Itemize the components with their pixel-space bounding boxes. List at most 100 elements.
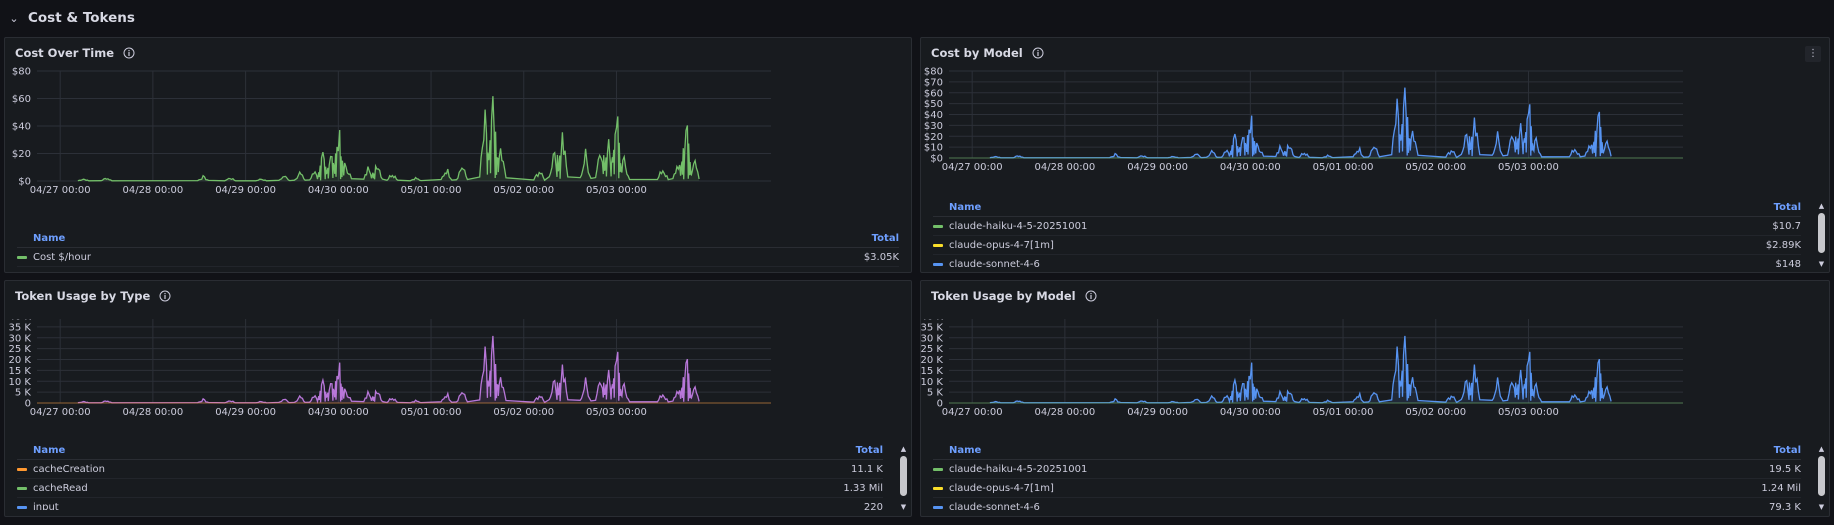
y-tick-label: $20 (12, 149, 31, 160)
legend-item[interactable]: claude-opus-4-7[1m] 1.24 Mil (933, 479, 1801, 498)
y-tick-label: $50 (924, 99, 943, 110)
legend: Name Total claude-haiku-4-5-20251001 19.5… (933, 443, 1801, 510)
chart-cost-over-time[interactable]: $0 $20 $40 $60 $80 04/27 00:00 04/28 00:00 04/2… (5, 38, 912, 238)
legend-scrollbar[interactable]: ▲ ▼ (1817, 202, 1826, 268)
legend-header-total[interactable]: Total (855, 445, 883, 456)
scroll-down-icon[interactable]: ▼ (1818, 260, 1825, 268)
panel-title: Cost by Model (931, 46, 1044, 60)
chart-token-usage-by-type[interactable]: 05 K10 K15 K20 K25 K30 K35 K40 K 04/27 00… (5, 319, 912, 489)
row-header-cost-tokens[interactable]: ⌄ Cost & Tokens (8, 6, 135, 30)
legend-swatch (17, 486, 27, 490)
legend-header-name[interactable]: Name (33, 445, 66, 456)
series-line[interactable] (77, 96, 700, 182)
legend-item-label: Cost $/hour (33, 251, 92, 263)
scroll-up-icon[interactable]: ▲ (1818, 445, 1825, 453)
x-tick-label: 05/01 00:00 (401, 407, 462, 418)
y-tick-label: $60 (12, 94, 31, 105)
x-tick-label: 05/03 00:00 (586, 185, 647, 196)
legend-item-label: claude-sonnet-4-6 (949, 258, 1040, 268)
legend-item-name: cacheCreation (17, 464, 105, 475)
legend-item[interactable]: cacheRead 1.33 Mil (17, 479, 883, 498)
y-tick-label: $60 (924, 88, 943, 99)
panel-cost-over-time[interactable]: Cost Over Time $0 $20 $40 $60 $80 04/27 00:00… (4, 37, 912, 273)
panel-menu-icon[interactable]: ⋮ (1805, 46, 1821, 62)
info-icon[interactable] (1085, 290, 1097, 302)
legend-header-total[interactable]: Total (1773, 202, 1801, 213)
legend-item-name: claude-haiku-4-5-20251001 (933, 464, 1087, 475)
legend-item-name: claude-haiku-4-5-20251001 (933, 221, 1087, 232)
legend-item-label: claude-sonnet-4-6 (949, 501, 1040, 511)
scrollbar-thumb[interactable] (1818, 456, 1825, 496)
x-tick-label: 05/02 00:00 (1405, 407, 1466, 418)
legend-item[interactable]: input 220 (17, 498, 883, 510)
legend-item[interactable]: claude-sonnet-4-6 $148 (933, 255, 1801, 267)
chart-token-usage-by-model[interactable]: 05 K10 K15 K20 K25 K30 K35 K40 K 04/27 00… (921, 319, 1830, 489)
x-tick-label: 05/01 00:00 (1313, 162, 1374, 173)
info-icon[interactable] (159, 290, 171, 302)
y-tick-label: $10 (924, 143, 943, 154)
series-line[interactable] (989, 87, 1612, 159)
x-tick-label: 04/30 00:00 (1220, 162, 1281, 173)
legend-header-name[interactable]: Name (949, 202, 982, 213)
info-icon[interactable] (1032, 47, 1044, 59)
legend-item[interactable]: Cost $/hour $3.05K (17, 248, 899, 267)
legend-item[interactable]: claude-sonnet-4-6 79.3 K (933, 498, 1801, 510)
legend-swatch (17, 255, 27, 259)
legend-swatch (933, 505, 943, 509)
legend-header-total[interactable]: Total (871, 233, 899, 244)
scrollbar-thumb[interactable] (1818, 213, 1825, 253)
series-line[interactable] (77, 335, 700, 405)
y-tick-label: 15 K (921, 366, 943, 377)
scroll-down-icon[interactable]: ▼ (900, 503, 907, 511)
y-tick-label: $40 (12, 122, 31, 133)
legend-item[interactable]: claude-haiku-4-5-20251001 19.5 K (933, 460, 1801, 479)
legend-item-label: cacheRead (33, 482, 88, 494)
scrollbar-thumb[interactable] (900, 456, 907, 496)
legend-item-total: $10.7 (1772, 220, 1801, 232)
x-tick-label: 05/03 00:00 (1498, 162, 1559, 173)
legend-item-total: 1.33 Mil (843, 482, 883, 494)
legend-item-name: cacheRead (17, 483, 88, 494)
panel-title: Token Usage by Type (15, 289, 171, 303)
series-line[interactable] (989, 335, 1612, 405)
legend-swatch (933, 243, 943, 247)
legend-item-name: input (17, 501, 59, 511)
legend-item-label: claude-haiku-4-5-20251001 (949, 220, 1088, 232)
panel-title-text: Cost Over Time (15, 46, 115, 60)
legend-swatch (933, 467, 943, 471)
panel-cost-by-model[interactable]: Cost by Model ⋮ $0 $10 $20 $30 $40 $50 $60 $70 $… (920, 37, 1830, 273)
legend-item-label: input (33, 501, 59, 511)
legend-item[interactable]: cacheCreation 11.1 K (17, 460, 883, 479)
x-tick-label: 04/27 00:00 (30, 407, 91, 418)
x-tick-label: 05/01 00:00 (1313, 407, 1374, 418)
scroll-up-icon[interactable]: ▲ (900, 445, 907, 453)
scroll-down-icon[interactable]: ▼ (1818, 503, 1825, 511)
legend-header-name[interactable]: Name (33, 233, 66, 244)
y-tick-label: 40 K (9, 319, 32, 323)
x-tick-label: 05/03 00:00 (586, 407, 647, 418)
legend-item-label: claude-haiku-4-5-20251001 (949, 463, 1088, 475)
info-icon[interactable] (123, 47, 135, 59)
legend-swatch (933, 262, 943, 266)
panel-title-text: Cost by Model (931, 46, 1023, 60)
x-tick-label: 04/28 00:00 (122, 185, 183, 196)
legend-header-total[interactable]: Total (1773, 445, 1801, 456)
legend-header-name[interactable]: Name (949, 445, 982, 456)
panel-title-text: Token Usage by Type (15, 289, 151, 303)
legend-scrollbar[interactable]: ▲ ▼ (899, 445, 908, 511)
legend-swatch (17, 467, 27, 471)
legend: Name Total claude-haiku-4-5-20251001 $10.… (933, 200, 1801, 267)
legend-item-total: 19.5 K (1768, 463, 1801, 475)
x-tick-label: 04/29 00:00 (215, 407, 276, 418)
legend-item[interactable]: claude-opus-4-7[1m] $2.89K (933, 236, 1801, 255)
chart-cost-by-model[interactable]: $0$10$20$30$40$50$60$70$80 04/27 00:00 04/… (921, 38, 1830, 208)
scroll-up-icon[interactable]: ▲ (1818, 202, 1825, 210)
chevron-down-icon[interactable]: ⌄ (9, 11, 19, 25)
y-tick-label: $0 (18, 177, 31, 188)
legend-scrollbar[interactable]: ▲ ▼ (1817, 445, 1826, 511)
legend-item-name: claude-opus-4-7[1m] (933, 240, 1054, 251)
legend-item[interactable]: claude-haiku-4-5-20251001 $10.7 (933, 217, 1801, 236)
x-tick-label: 04/28 00:00 (1034, 407, 1095, 418)
